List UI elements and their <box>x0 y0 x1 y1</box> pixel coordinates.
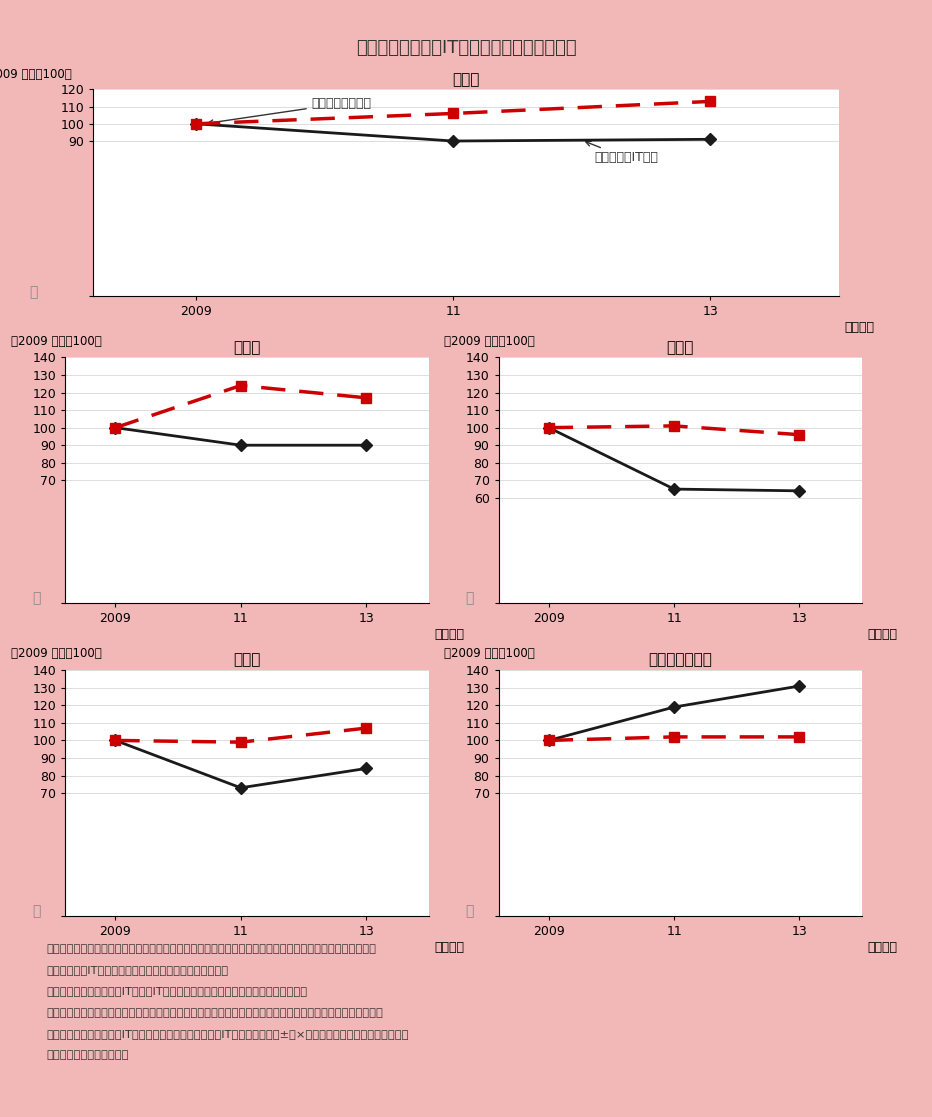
Text: （年度）: （年度） <box>868 628 898 641</box>
Text: （年度）: （年度） <box>434 941 464 954</box>
Title: 卸売業: 卸売業 <box>666 340 694 355</box>
Text: 〜: 〜 <box>32 591 40 605</box>
Text: 〜: 〜 <box>465 591 473 605</box>
Text: （年度）: （年度） <box>434 628 464 641</box>
Text: （注）　１）IT投資は有形固定資産のうち情報化投資額。: （注） １）IT投資は有形固定資産のうち情報化投資額。 <box>47 965 228 975</box>
Text: ２）一人当たりIT投資はIT投資額を常時従業者数で除して算出している。: ２）一人当たりIT投資はIT投資額を常時従業者数で除して算出している。 <box>47 986 308 996</box>
Text: 〜: 〜 <box>32 904 40 918</box>
Title: 飲食サービス業: 飲食サービス業 <box>649 652 712 668</box>
Text: 一人当たりIT投資: 一人当たりIT投資 <box>585 141 658 164</box>
Text: ４）一人当たりIT投資は企業単位の一人当たりIT投資額が平均値±３×標準偏差の範囲内の数値のみ集計: ４）一人当たりIT投資は企業単位の一人当たりIT投資額が平均値±３×標準偏差の範… <box>47 1029 409 1039</box>
Text: 対象とした。: 対象とした。 <box>47 1050 130 1060</box>
Title: 小売業: 小売業 <box>233 652 261 668</box>
Text: （年度）: （年度） <box>868 941 898 954</box>
Text: （2009 年度＝100）: （2009 年度＝100） <box>0 68 72 82</box>
Title: 産業計: 産業計 <box>452 71 480 87</box>
Text: ３）非正規雇用者比率＝パートタイム従業者数／（正社員・正職員の人数＋パートタイム従業者数）: ３）非正規雇用者比率＝パートタイム従業者数／（正社員・正職員の人数＋パートタイム… <box>47 1008 383 1018</box>
Text: 資料出所　経済産業省「企業活動基本調査」の調査票情報を厚生労働省労働政策担当参事官室にて独自集計: 資料出所 経済産業省「企業活動基本調査」の調査票情報を厚生労働省労働政策担当参事… <box>47 944 377 954</box>
Text: （2009 年度＝100）: （2009 年度＝100） <box>11 648 102 660</box>
Title: 製造業: 製造業 <box>233 340 261 355</box>
Text: コラム２－３図　IT投資と非正規雇用者比率: コラム２－３図 IT投資と非正規雇用者比率 <box>356 39 576 57</box>
Text: 非正規雇用者比率: 非正規雇用者比率 <box>208 97 372 125</box>
Text: （2009 年度＝100）: （2009 年度＝100） <box>445 648 535 660</box>
Text: （2009 年度＝100）: （2009 年度＝100） <box>11 335 102 347</box>
Text: （2009 年度＝100）: （2009 年度＝100） <box>445 335 535 347</box>
Text: 〜: 〜 <box>465 904 473 918</box>
Text: 〜: 〜 <box>30 285 37 299</box>
Text: （年度）: （年度） <box>844 321 874 334</box>
